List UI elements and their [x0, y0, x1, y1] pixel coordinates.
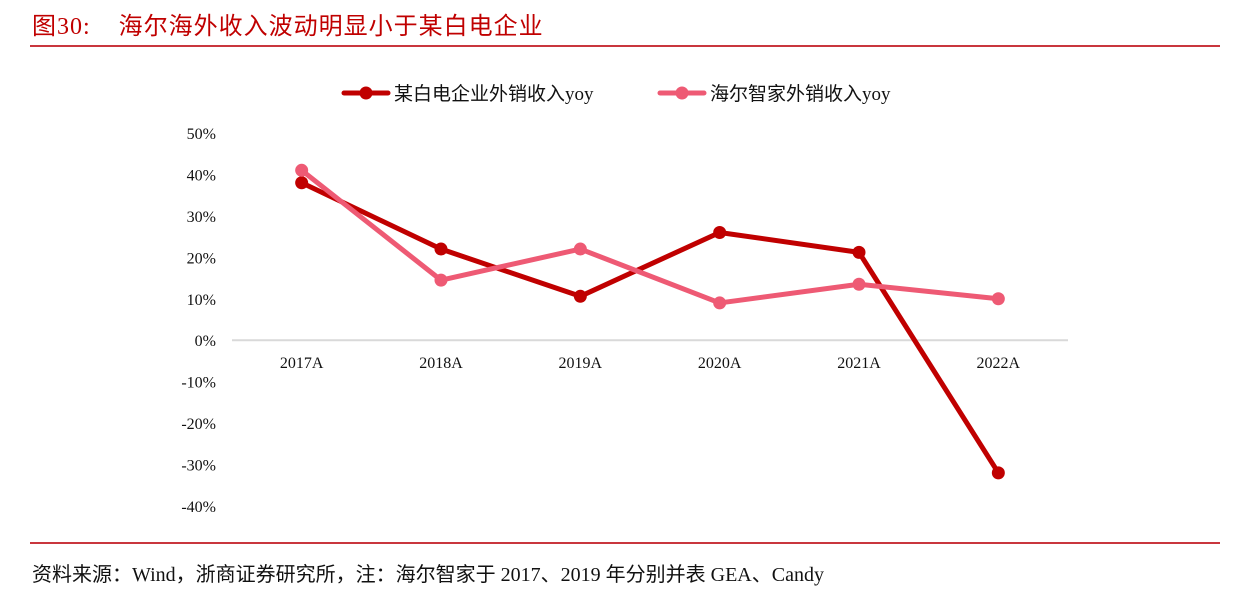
footer-divider — [30, 542, 1220, 544]
y-tick-label: 50% — [187, 126, 216, 143]
legend-dot-marker — [359, 86, 373, 100]
y-tick-label: 40% — [187, 167, 216, 184]
legend-item: 海尔智家外销收入yoy — [657, 83, 891, 105]
y-tick-label: -20% — [181, 416, 216, 433]
data-point — [991, 466, 1005, 480]
y-tick-label: -10% — [181, 375, 216, 392]
y-tick-label: 10% — [187, 292, 216, 309]
data-point — [573, 289, 587, 303]
y-tick-label: -30% — [181, 458, 216, 475]
y-tick-label: 30% — [187, 209, 216, 226]
data-point — [713, 225, 727, 239]
figure-title-text: 海尔海外收入波动明显小于某白电企业 — [118, 14, 544, 40]
data-point — [991, 292, 1005, 306]
y-axis: 50% 40% 30% 20% 10% 0% -10% -20% -30% -40% — [181, 126, 216, 516]
series-group — [295, 163, 1005, 480]
data-point — [434, 273, 448, 287]
data-point — [434, 242, 448, 256]
x-tick-label: 2021A — [837, 355, 881, 372]
line-chart: 某白电企业外销收入yoy 海尔智家外销收入yoy 50% 40% 30% 20% 10% 0… — [181, 83, 1068, 516]
legend-dot-marker — [675, 86, 689, 100]
x-tick-label: 2017A — [280, 355, 324, 372]
data-point — [295, 176, 309, 190]
x-tick-label: 2020A — [698, 355, 742, 372]
series-line — [299, 180, 1001, 476]
series-1 — [295, 176, 1005, 480]
series-2 — [295, 163, 1005, 310]
data-point — [852, 277, 866, 291]
data-point — [852, 245, 866, 259]
x-tick-label: 2018A — [419, 355, 463, 372]
x-tick-label: 2019A — [559, 355, 603, 372]
x-tick-label: 2022A — [977, 355, 1021, 372]
y-tick-label: 0% — [195, 333, 216, 350]
data-point — [295, 163, 309, 177]
legend-label: 某白电企业外销收入yoy — [394, 83, 594, 105]
y-tick-label: -40% — [181, 499, 216, 516]
legend-label: 海尔智家外销收入yoy — [710, 83, 891, 105]
title-divider — [30, 45, 1220, 47]
source-note: 资料来源：Wind，浙商证券研究所，注：海尔智家于 2017、2019 年分别并… — [32, 564, 824, 586]
figure-number: 图30: — [32, 14, 91, 40]
data-point — [713, 296, 727, 310]
data-point — [573, 242, 587, 256]
legend-item: 某白电企业外销收入yoy — [341, 83, 594, 105]
series-line — [299, 167, 1001, 306]
legend: 某白电企业外销收入yoy 海尔智家外销收入yoy — [341, 83, 891, 105]
y-tick-label: 20% — [187, 250, 216, 267]
figure-title: 图30: 海尔海外收入波动明显小于某白电企业 — [32, 6, 544, 41]
x-axis: 2017A 2018A 2019A 2020A 2021A 2022A — [280, 355, 1021, 372]
